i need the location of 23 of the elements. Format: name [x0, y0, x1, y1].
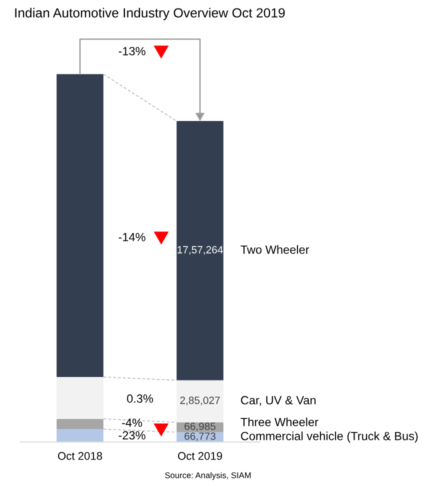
- data-label: 66,773: [184, 432, 216, 442]
- bar: [56, 74, 104, 377]
- series-label: Three Wheeler: [240, 418, 318, 426]
- series-label: Commercial vehicle (Truck & Bus): [241, 432, 418, 443]
- annotation: -23%: [118, 431, 146, 440]
- chart-title: Indian Automotive Industry Overview Oct 2019: [15, 8, 285, 20]
- x-tick-label: Oct 2019: [178, 452, 222, 460]
- annotation: -14%: [118, 232, 146, 242]
- x-tick-label: Oct 2018: [58, 452, 102, 460]
- source-note: Source: Analysis, SIAM: [165, 472, 251, 480]
- data-label: 2,85,027: [180, 396, 220, 406]
- bar: [56, 376, 104, 419]
- series-label: Car, UV & Van: [241, 396, 316, 406]
- annotation: 0.3%: [127, 394, 154, 403]
- data-label: 66,985: [184, 422, 216, 432]
- annotation: -4%: [122, 418, 142, 427]
- bar: [176, 121, 224, 380]
- text: -13%: [118, 46, 146, 56]
- bar: [56, 418, 104, 430]
- bar: [176, 380, 224, 422]
- series-label: Two Wheeler: [240, 245, 310, 254]
- bar: [56, 429, 104, 442]
- data-label: 17,57,264: [178, 246, 223, 255]
